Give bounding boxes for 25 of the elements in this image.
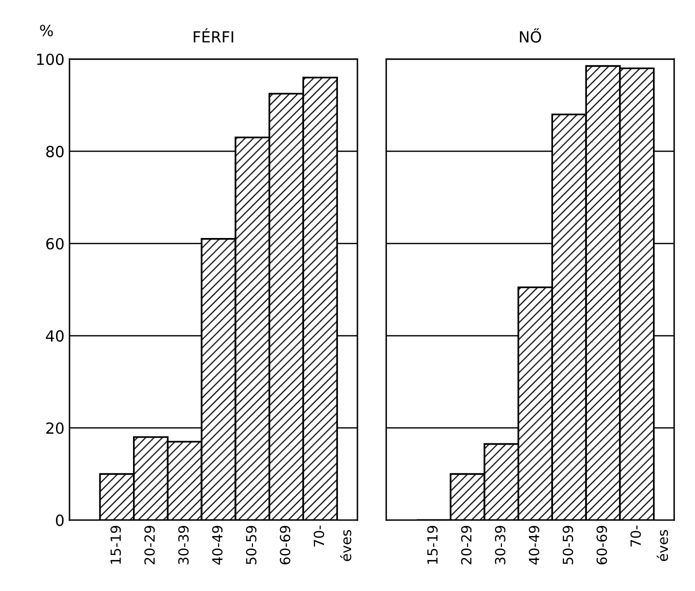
x-tick-label: 40-49: [212, 526, 223, 565]
y-tick-label: 80: [46, 146, 64, 158]
y-tick-label: 100: [37, 54, 64, 66]
x-tick-label: 70-: [630, 526, 641, 546]
x-tick-label: 50-59: [562, 526, 574, 564]
y-tick-label: 0: [56, 514, 64, 526]
y-tick-label: 40: [46, 330, 64, 342]
x-tick-label: 40-49: [528, 526, 540, 565]
y-tick-label: 60: [46, 238, 64, 250]
x-tick-label: 20-29: [461, 526, 472, 564]
x-tick-label: 30-39: [178, 526, 189, 564]
x-tick-label: 20-29: [144, 526, 155, 564]
chart-title: NŐ: [520, 28, 542, 43]
x-tick-label: 60-69: [280, 526, 290, 564]
x-tick-label: 70-: [314, 526, 324, 546]
x-tick-label: 30-39: [494, 526, 506, 564]
text: éves: [656, 530, 668, 562]
chart-title: FÉRFI: [194, 28, 234, 42]
x-tick-label: 15-19: [427, 526, 438, 564]
x-tick-label: 60-69: [596, 526, 608, 564]
y-axis-title: %: [40, 24, 53, 36]
x-tick-label: 15-19: [110, 526, 121, 564]
y-tick-label: 20: [46, 422, 64, 434]
text: éves: [340, 530, 352, 562]
x-tick-label: 50-59: [246, 526, 256, 564]
